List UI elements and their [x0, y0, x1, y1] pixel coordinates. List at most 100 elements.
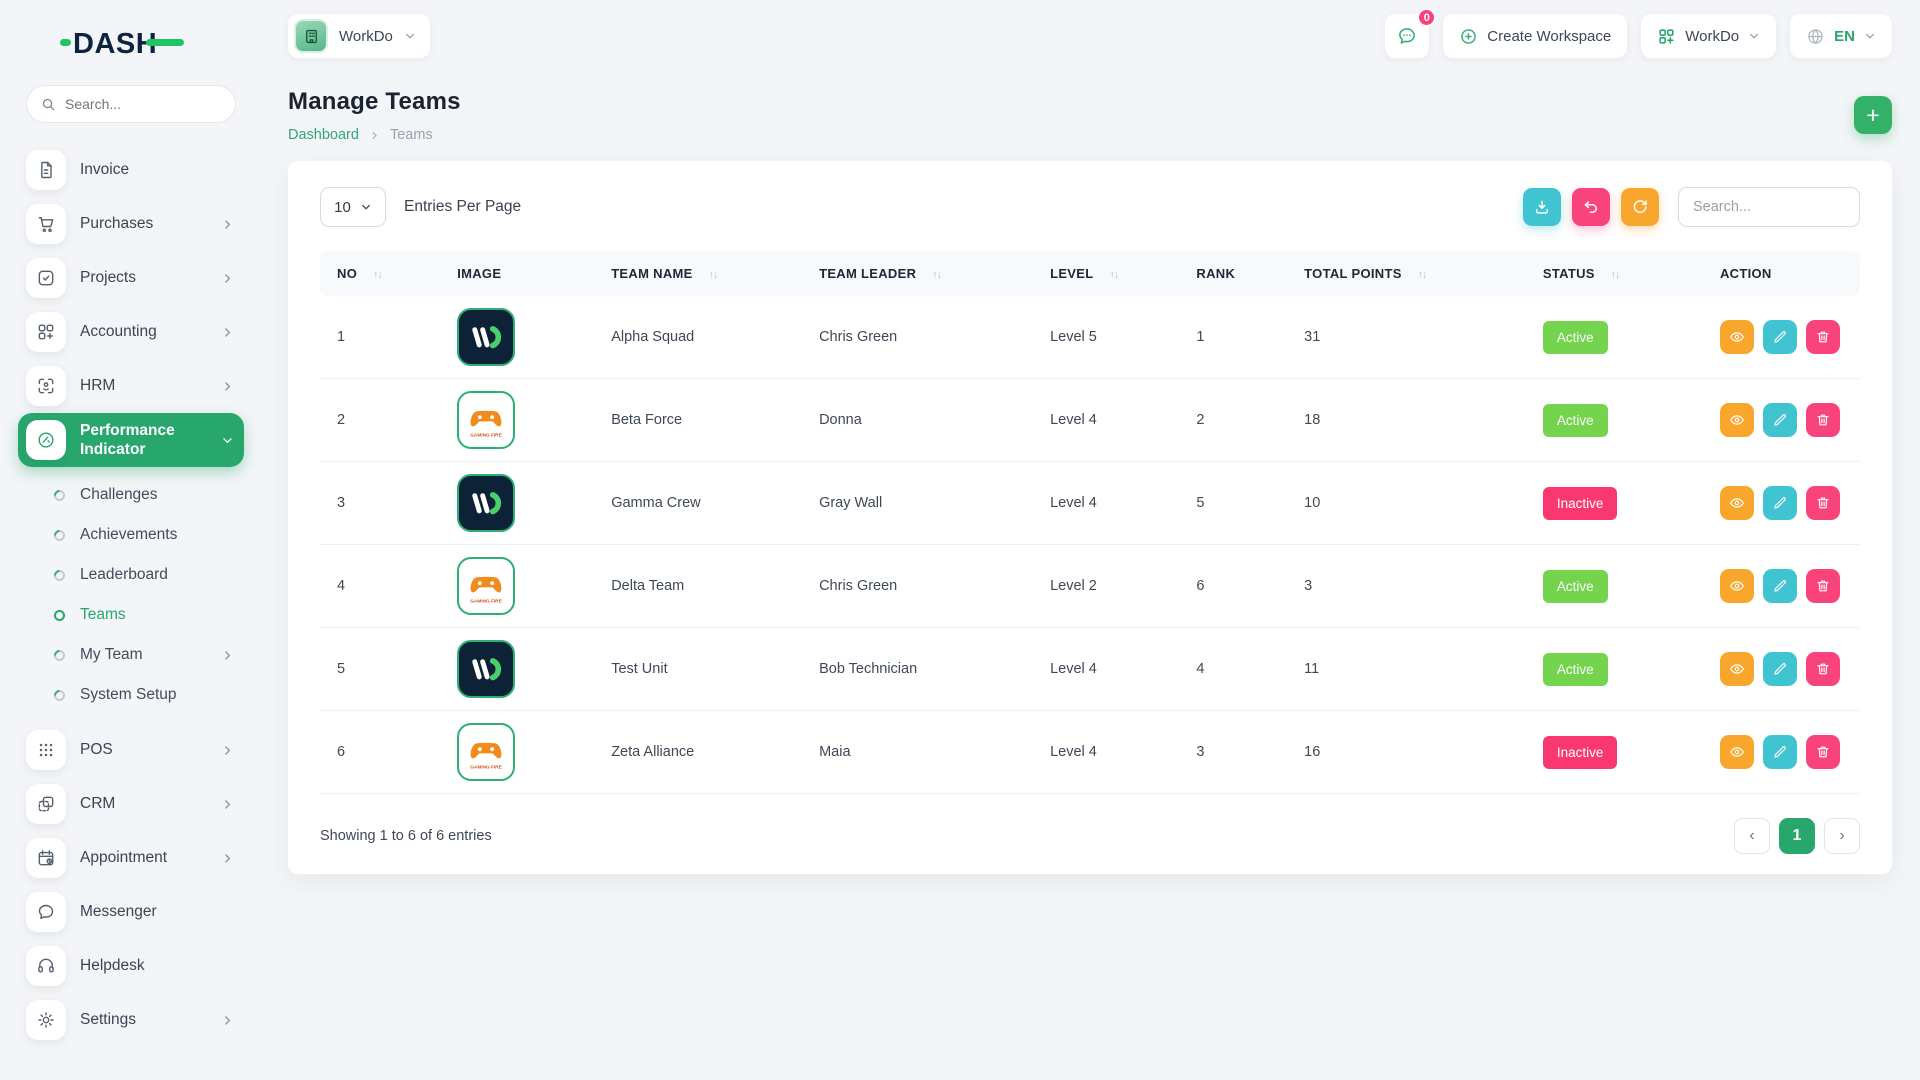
chevron-down-icon — [1864, 30, 1876, 42]
entries-per-page-select[interactable]: 10 — [320, 187, 386, 227]
table-row: 5 Test Unit Bob Technician Level 4 4 11 … — [320, 627, 1860, 711]
settings-icon — [26, 1000, 66, 1040]
row-actions — [1719, 652, 1846, 686]
pencil-icon — [1774, 663, 1786, 675]
sidebar-item-pos[interactable]: POS — [18, 723, 244, 777]
pagination-prev[interactable]: ‹ — [1734, 818, 1770, 854]
cell-no: 2 — [320, 378, 444, 462]
messages-badge: 0 — [1417, 8, 1437, 27]
column-header-no[interactable]: NO ↑↓ — [320, 251, 444, 296]
delete-button[interactable] — [1805, 735, 1840, 769]
view-button[interactable] — [1719, 486, 1754, 520]
sidebar-item-projects[interactable]: Projects — [18, 251, 244, 305]
sidebar-item-settings[interactable]: Settings — [18, 993, 244, 1047]
view-button[interactable] — [1719, 569, 1754, 603]
sidebar-item-hrm[interactable]: HRM — [18, 359, 244, 413]
view-button[interactable] — [1719, 652, 1754, 686]
sidebar-item-label: Appointment — [80, 849, 168, 867]
breadcrumb-dashboard[interactable]: Dashboard — [288, 127, 359, 143]
column-header-team-name[interactable]: TEAM NAME ↑↓ — [597, 251, 806, 296]
delete-button[interactable] — [1805, 320, 1840, 354]
sidebar-search-input[interactable] — [65, 96, 221, 112]
sidebar-item-appointment[interactable]: Appointment — [18, 831, 244, 885]
row-actions — [1719, 403, 1846, 437]
cell-team-leader: Bob Technician — [805, 627, 1037, 711]
table-search-input[interactable] — [1678, 187, 1860, 227]
sidebar-item-invoice[interactable]: Invoice — [18, 143, 244, 197]
sidebar-subitem-my-team[interactable]: My Team — [48, 635, 244, 675]
crm-icon — [26, 784, 66, 824]
workdo-menu-button[interactable]: WorkDo — [1641, 14, 1777, 58]
cell-total-points: 18 — [1290, 378, 1529, 462]
trash-icon — [1817, 746, 1829, 758]
sidebar-item-performance-indicator[interactable]: Performance Indicator — [18, 413, 244, 467]
cell-level: Level 4 — [1036, 378, 1183, 462]
edit-button[interactable] — [1762, 403, 1797, 437]
chevron-down-icon — [1748, 30, 1760, 42]
sidebar-subitem-system-setup[interactable]: System Setup — [48, 675, 244, 715]
sidebar-item-messenger[interactable]: Messenger — [18, 885, 244, 939]
status-badge: Active — [1542, 652, 1608, 686]
refresh-button[interactable] — [1621, 188, 1659, 226]
chevron-right-icon — [369, 130, 380, 141]
pagination-page-current[interactable]: 1 — [1779, 818, 1815, 854]
sidebar-item-accounting[interactable]: Accounting — [18, 305, 244, 359]
grid-plus-icon — [1659, 28, 1674, 44]
gaming-fire-team-logo: GAMING FIRE — [457, 723, 516, 781]
chevron-right-icon — [221, 272, 234, 285]
workspace-selector[interactable]: WorkDo — [288, 14, 430, 58]
pencil-icon — [1774, 497, 1786, 509]
sidebar-item-helpdesk[interactable]: Helpdesk — [18, 939, 244, 993]
edit-button[interactable] — [1762, 320, 1797, 354]
eye-icon — [1730, 747, 1744, 757]
view-button[interactable] — [1719, 320, 1754, 354]
edit-button[interactable] — [1762, 486, 1797, 520]
sidebar-subitem-challenges[interactable]: Challenges — [48, 475, 244, 515]
column-header-team-leader[interactable]: TEAM LEADER ↑↓ — [805, 251, 1037, 296]
page-title: Manage Teams — [288, 88, 461, 115]
delete-button[interactable] — [1805, 486, 1840, 520]
messages-button[interactable]: 0 — [1385, 8, 1437, 58]
column-header-total-points[interactable]: TOTAL POINTS ↑↓ — [1290, 251, 1529, 296]
add-team-button[interactable]: + — [1854, 96, 1892, 134]
column-header-status[interactable]: STATUS ↑↓ — [1528, 251, 1706, 296]
reset-button[interactable] — [1572, 188, 1610, 226]
sidebar-subitem-achievements[interactable]: Achievements — [48, 515, 244, 555]
chevron-down-icon — [360, 201, 372, 213]
sidebar-item-purchases[interactable]: Purchases — [18, 197, 244, 251]
export-button[interactable] — [1523, 188, 1561, 226]
row-actions — [1719, 569, 1846, 603]
edit-button[interactable] — [1762, 735, 1797, 769]
view-button[interactable] — [1719, 735, 1754, 769]
table-row: 2 GAMING FIRE Beta Force Donna Level 4 2… — [320, 378, 1860, 462]
create-workspace-button[interactable]: Create Workspace — [1443, 14, 1628, 58]
eye-icon — [1730, 581, 1744, 591]
cell-team-leader: Chris Green — [805, 296, 1037, 379]
delete-button[interactable] — [1805, 652, 1840, 686]
language-selector[interactable]: EN — [1790, 14, 1892, 58]
sidebar-item-label: Settings — [80, 1011, 137, 1029]
sidebar-subitem-leaderboard[interactable]: Leaderboard — [48, 555, 244, 595]
status-badge: Inactive — [1542, 735, 1618, 769]
table-row: 4 GAMING FIRE Delta Team Chris Green Lev… — [320, 544, 1860, 628]
eye-icon — [1730, 498, 1744, 508]
row-actions — [1719, 486, 1846, 520]
view-button[interactable] — [1719, 403, 1754, 437]
entries-per-page-label: Entries Per Page — [404, 198, 522, 215]
sidebar-item-crm[interactable]: CRM — [18, 777, 244, 831]
chevron-down-icon — [404, 30, 416, 42]
bullet-icon — [51, 487, 68, 503]
pagination-next[interactable]: › — [1824, 818, 1860, 854]
edit-button[interactable] — [1762, 569, 1797, 603]
delete-button[interactable] — [1805, 403, 1840, 437]
pencil-icon — [1774, 331, 1786, 343]
sidebar-subitem-teams[interactable]: Teams — [48, 595, 244, 635]
performance-gauge-icon — [26, 420, 66, 460]
delete-button[interactable] — [1805, 569, 1840, 603]
edit-button[interactable] — [1762, 652, 1797, 686]
column-header-level[interactable]: LEVEL ↑↓ — [1036, 251, 1183, 296]
sidebar-item-label: Messenger — [80, 903, 157, 921]
breadcrumb-current: Teams — [389, 127, 433, 143]
sort-icon: ↑↓ — [932, 269, 941, 281]
table-header-row: NO ↑↓ IMAGE TEAM NAME ↑↓ TEAM LEADER ↑↓ LEV… — [320, 251, 1860, 296]
